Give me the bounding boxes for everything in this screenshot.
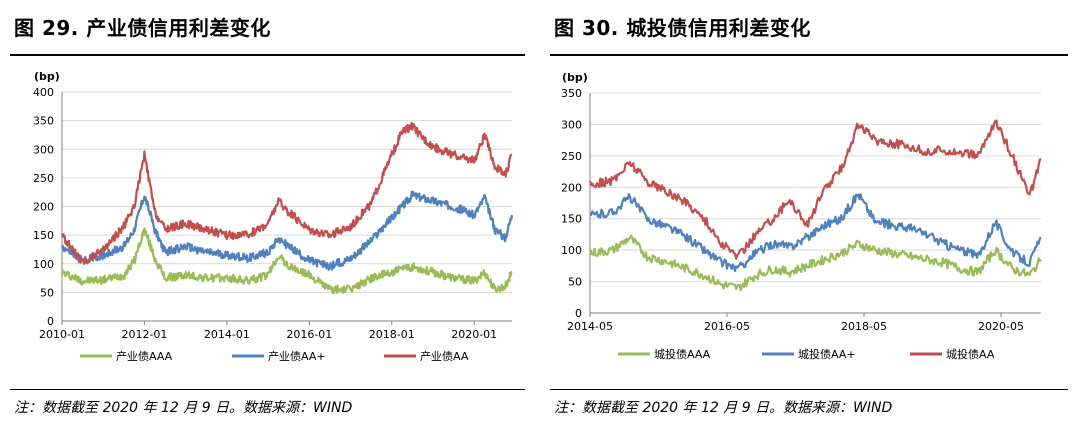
series-line xyxy=(60,121,513,265)
series-line xyxy=(60,227,513,295)
unit-label: (bp) xyxy=(562,71,588,84)
y-tick-label: 0 xyxy=(47,315,54,328)
figure-title: 图 30. 城投债信用利差变化 xyxy=(554,16,811,40)
y-tick-label: 300 xyxy=(33,143,54,156)
x-tick-label: 2016-05 xyxy=(704,320,750,333)
legend-label: 城投债AAA xyxy=(654,347,711,361)
unit-label: (bp) xyxy=(34,70,60,83)
legend-label: 城投债AA+ xyxy=(798,347,856,361)
y-tick-label: 250 xyxy=(33,172,54,185)
x-tick-label: 2018-01 xyxy=(369,328,415,341)
source-note: 注：数据截至 2020 年 12 月 9 日。数据来源：WIND xyxy=(554,400,893,416)
y-tick-label: 100 xyxy=(33,258,54,271)
x-tick-label: 2014-05 xyxy=(567,320,613,333)
series-line xyxy=(588,234,1042,292)
legend-label: 产业债AA xyxy=(420,349,469,363)
series-line xyxy=(589,193,1042,272)
line-chart-industrial: (bp) 0 50 100 150 200 250 300 350 400 2010-01 2012-… xyxy=(33,70,514,363)
series-line xyxy=(60,190,514,271)
y-tick-label: 350 xyxy=(33,115,54,128)
title-rule xyxy=(10,54,525,56)
title-rule xyxy=(550,54,1068,56)
figure-title: 图 29. 产业债信用利差变化 xyxy=(14,16,271,40)
line-chart-urban-investment: (bp) 0 50 100 150 200 250 300 350 2014-05 2016-05 2… xyxy=(561,71,1042,361)
y-tick-label: 400 xyxy=(33,86,54,99)
chart-panel-urban-investment: 图 30. 城投债信用利差变化 (bp) 0 50 100 150 200 250 300 35… xyxy=(540,0,1080,429)
x-tick-label: 2020-01 xyxy=(451,328,497,341)
y-tick-label: 50 xyxy=(40,286,54,299)
chart-panel-industrial: 图 29. 产业债信用利差变化 (bp) 0 50 100 150 200 250 300 35… xyxy=(10,16,525,416)
y-tick-label: 300 xyxy=(561,118,582,131)
y-tick-label: 350 xyxy=(561,87,582,100)
y-tick-label: 150 xyxy=(33,229,54,242)
y-tick-label: 150 xyxy=(561,213,582,226)
x-tick-label: 2016-01 xyxy=(286,328,332,341)
legend-label: 产业债AAA xyxy=(116,349,173,363)
y-tick-label: 50 xyxy=(568,276,582,289)
y-tick-label: 200 xyxy=(561,181,582,194)
legend-label: 产业债AA+ xyxy=(268,349,326,363)
x-tick-label: 2014-01 xyxy=(204,328,250,341)
y-tick-label: 0 xyxy=(575,307,582,320)
legend-label: 城投债AA xyxy=(946,347,995,361)
y-tick-label: 250 xyxy=(561,150,582,163)
y-tick-label: 200 xyxy=(33,201,54,214)
y-tick-label: 100 xyxy=(561,244,582,257)
x-tick-label: 2010-01 xyxy=(39,328,85,341)
bottom-rule xyxy=(10,389,525,390)
x-tick-label: 2020-05 xyxy=(978,320,1024,333)
x-tick-label: 2018-05 xyxy=(841,320,887,333)
bottom-rule xyxy=(550,389,1068,390)
source-note: 注：数据截至 2020 年 12 月 9 日。数据来源：WIND xyxy=(14,400,353,416)
x-tick-label: 2012-01 xyxy=(121,328,167,341)
series-line xyxy=(588,119,1042,260)
